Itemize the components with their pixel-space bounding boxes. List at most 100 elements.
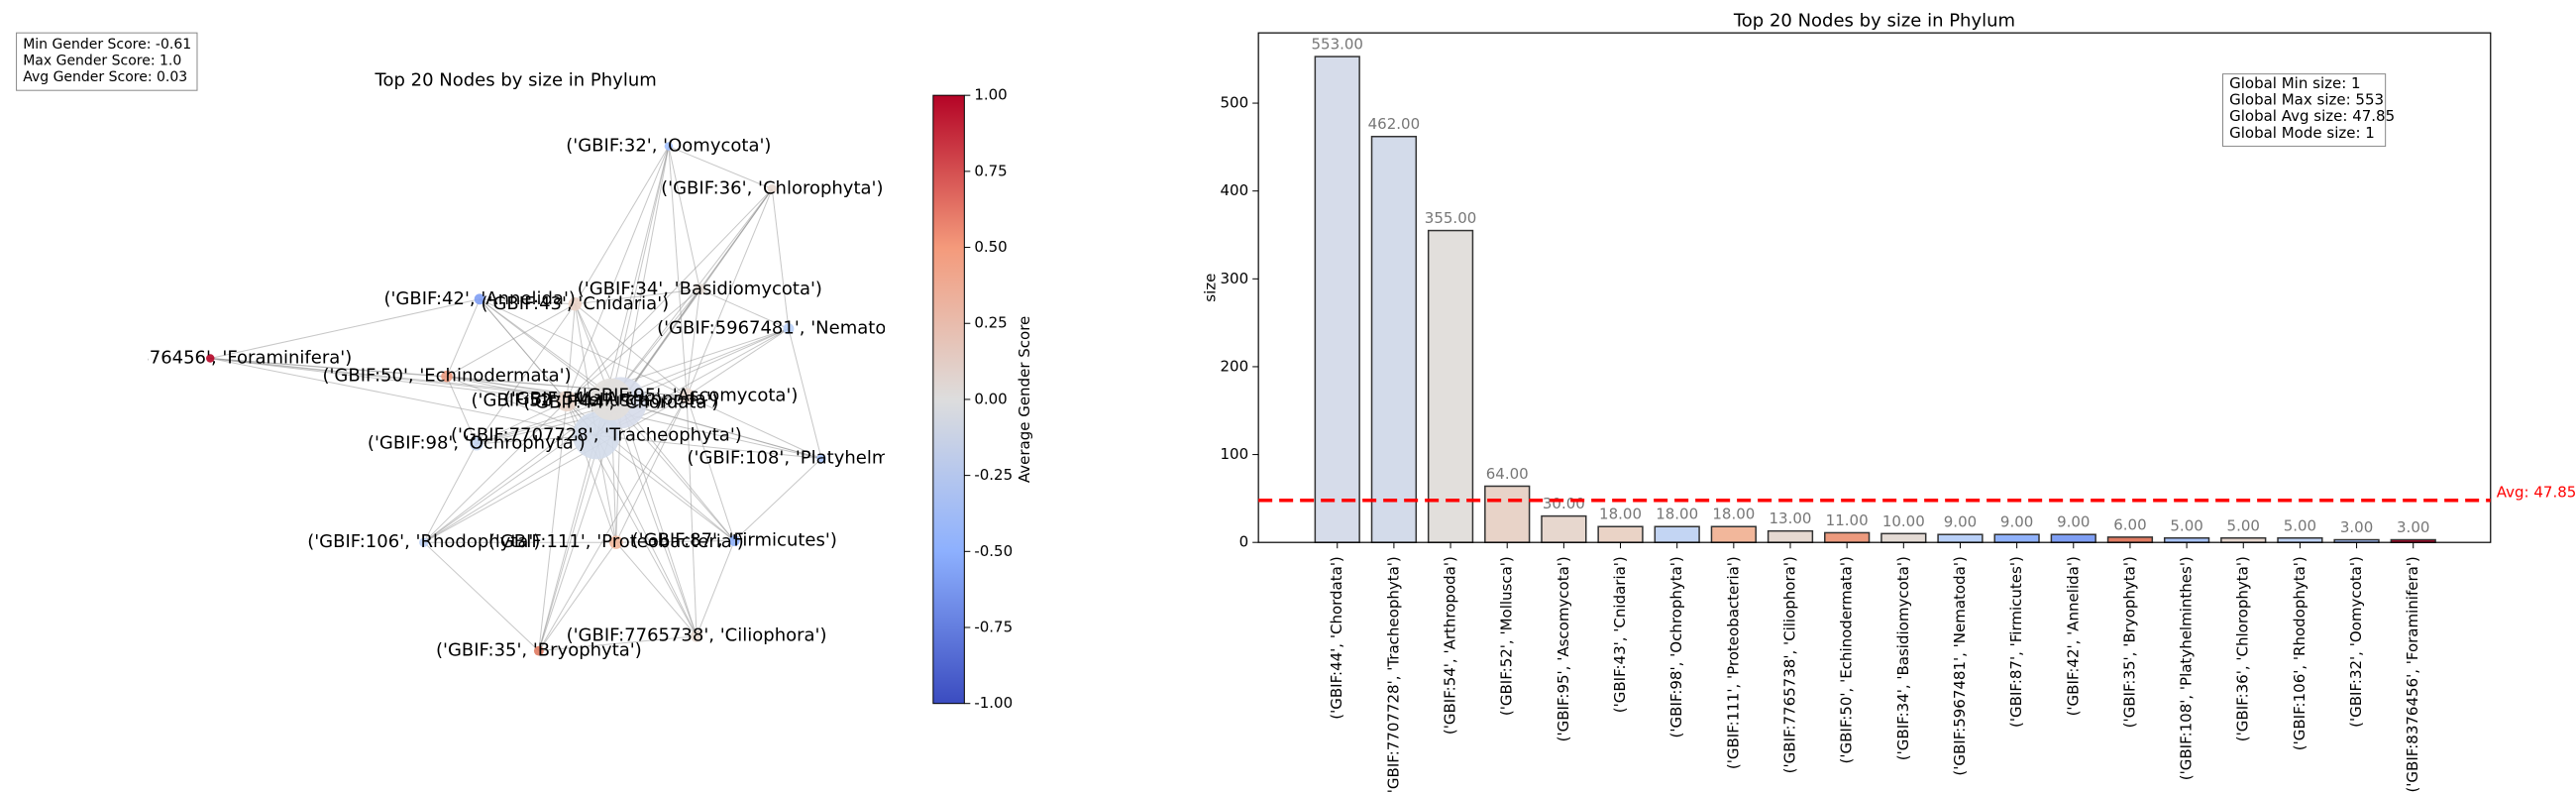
edge (615, 541, 698, 637)
edge (566, 303, 576, 401)
node (206, 354, 215, 363)
edge (668, 146, 773, 190)
node-label: ('GBIF:50', 'Echinodermata') (322, 366, 571, 387)
value-label: 5.00 (2170, 516, 2202, 534)
bar (2220, 537, 2267, 543)
x-tick-label: ('GBIF:8376456', 'Foraminifera') (2404, 556, 2421, 792)
edge (610, 398, 698, 636)
edge (610, 188, 773, 400)
edge (566, 400, 617, 543)
bar (1484, 485, 1531, 543)
colorbar-tick-label: 1.00 (974, 86, 1007, 104)
edge (210, 298, 481, 359)
edge (446, 376, 597, 436)
node (441, 370, 453, 383)
edge (686, 188, 773, 396)
x-tick-label: ('GBIF:42', 'Annelida') (2064, 556, 2082, 716)
bar (1654, 525, 1700, 543)
y-tick-label: 500 (1221, 94, 1249, 112)
bar (1993, 533, 2040, 543)
bar (1880, 532, 1927, 543)
colorbar-tick-label: 0.75 (974, 162, 1007, 179)
value-label: 5.00 (2284, 516, 2316, 534)
edge (615, 396, 688, 543)
edge (446, 376, 568, 402)
node-label: ('GBIF:35', 'Bryophyta') (436, 640, 642, 661)
edge (480, 298, 576, 305)
edge (620, 146, 670, 403)
node (533, 645, 544, 656)
node (728, 535, 740, 547)
x-tick-label: ('GBIF:95', 'Ascomycota') (1555, 556, 1572, 741)
edge (698, 188, 773, 290)
node (568, 297, 583, 311)
node (690, 629, 703, 642)
colorbar-tick-label: 0.50 (974, 238, 1007, 256)
edge (423, 443, 478, 543)
node-label: ('GBIF:52', 'Mollusca') (472, 391, 663, 411)
value-label: 18.00 (1599, 506, 1642, 523)
edge (566, 188, 773, 401)
edge (595, 435, 735, 541)
bar (2106, 536, 2154, 543)
edge (699, 288, 790, 330)
node (816, 453, 826, 464)
value-label: 3.00 (2397, 518, 2429, 536)
stats-text: Global Max size: 553 (2229, 91, 2384, 109)
value-label: 9.00 (1944, 513, 1977, 531)
bar (2277, 537, 2323, 543)
edge (574, 146, 670, 305)
bar (1427, 229, 1474, 543)
colorbar-tick-label: 0.25 (974, 314, 1007, 332)
avg-label: Avg: 47.85 (2497, 483, 2576, 501)
edge (620, 328, 790, 403)
colorbar-tick-label: -1.00 (974, 694, 1013, 712)
value-label: 553.00 (1311, 36, 1363, 54)
bar (1597, 525, 1644, 543)
value-label: 64.00 (1486, 465, 1529, 483)
edge (476, 398, 611, 445)
node-label: ('GBIF:7707728', 'Tracheophyta') (451, 424, 742, 445)
bar (1937, 533, 1984, 543)
colorbar-tick-label: -0.75 (974, 619, 1013, 636)
edge (733, 458, 822, 541)
node-label: ('GBIF:42', 'Annelida') (383, 288, 575, 309)
node (419, 537, 429, 547)
bar (1314, 56, 1360, 543)
node-label: ('GBIF:44', 'Chordata') (523, 392, 718, 412)
x-tick-label: ('GBIF:7707728', 'Tracheophyta') (1384, 556, 1402, 793)
edge (479, 298, 568, 401)
x-tick-label: ('GBIF:54', 'Arthropoda') (1442, 556, 1459, 735)
edge (210, 357, 448, 378)
y-tick-label: 200 (1221, 357, 1249, 375)
colorbar (932, 94, 965, 705)
value-label: 5.00 (2227, 516, 2260, 534)
node-label: ('GBIF:43', 'Cnidaria') (482, 293, 670, 314)
node (609, 535, 623, 549)
node (474, 293, 485, 305)
node (573, 411, 620, 460)
edge (686, 396, 735, 541)
x-tick-label: ('GBIF:32', 'Oomycota') (2347, 556, 2365, 728)
bar (2050, 533, 2096, 543)
edge (538, 635, 698, 652)
y-tick-label: 300 (1221, 270, 1249, 287)
x-tick-label: ('GBIF:50', 'Echinodermata') (1838, 556, 1856, 763)
value-label: 355.00 (1425, 209, 1477, 227)
bar (1710, 525, 1757, 543)
edge (423, 434, 597, 543)
bar (2163, 537, 2210, 543)
node-label: ('GBIF:95', 'Ascomycota') (576, 386, 799, 406)
edge (610, 398, 822, 460)
stats-box (2221, 73, 2387, 148)
x-tick-label: ('GBIF:5967481', 'Nematoda') (1951, 556, 1969, 775)
value-label: 18.00 (1656, 506, 1698, 523)
edge (595, 434, 822, 460)
x-tick-label: ('GBIF:36', 'Chlorophyta') (2234, 556, 2252, 741)
node-label: ('GBIF:5967481', 'Nematoda') (657, 318, 920, 339)
stats-text: Global Mode size: 1 (2229, 124, 2375, 142)
edge (615, 540, 735, 543)
edge (538, 435, 597, 651)
x-tick-label: ('GBIF:7765738', 'Ciliophora') (1781, 556, 1799, 773)
